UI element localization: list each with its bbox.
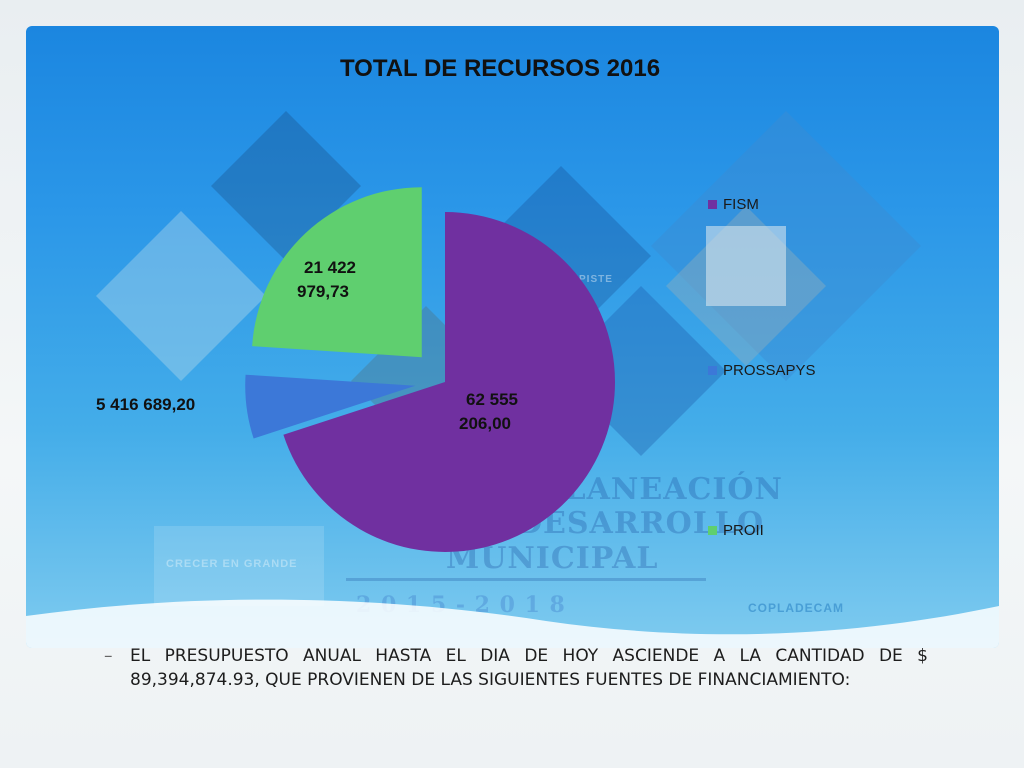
watermark-place: PISTE — [579, 274, 613, 285]
slice-label-proii-line1: 21 422 — [304, 258, 356, 277]
pie-slice-proii — [252, 187, 422, 358]
watermark-line-2: DESARROLLO — [516, 506, 765, 541]
pie-slice-prossapys — [245, 374, 416, 439]
slice-label-proii-line2: 979,73 — [297, 282, 349, 301]
slice-label-fism-line1: 62 555 — [466, 390, 518, 409]
collage-sign — [706, 226, 786, 306]
legend-item-proii: PROII — [708, 522, 764, 539]
slice-label-fism: 62 555 206,00 — [452, 388, 532, 436]
slice-label-fism-line2: 206,00 — [459, 414, 511, 433]
pie-slice-fism — [283, 212, 615, 552]
legend-label: PROSSAPYS — [723, 362, 816, 379]
wave-decoration — [26, 599, 999, 648]
watermark-badge: COPLADECAM — [748, 601, 844, 615]
chart-title: TOTAL DE RECURSOS 2016 — [339, 55, 661, 82]
slice-label-prossapys-line1: 5 416 689,20 — [96, 395, 196, 414]
bullet-marker: – — [104, 646, 113, 666]
legend-swatch — [708, 526, 717, 535]
collage-diamond — [96, 211, 266, 381]
collage-panel — [154, 526, 324, 606]
legend-swatch — [708, 366, 717, 375]
legend-label: FISM — [723, 196, 759, 213]
legend-item-prossapys: PROSSAPYS — [708, 362, 816, 379]
slice-label-proii: 21 422 979,73 — [288, 256, 372, 304]
legend-item-fism: FISM — [708, 196, 759, 213]
bullet-point: – EL PRESUPUESTO ANUAL HASTA EL DIA DE H… — [104, 644, 928, 692]
collage-line — [346, 578, 706, 581]
legend-label: PROII — [723, 522, 764, 539]
watermark-small: CRECER EN GRANDE — [166, 558, 298, 570]
bullet-text: EL PRESUPUESTO ANUAL HASTA EL DIA DE HOY… — [130, 646, 928, 690]
slice-label-prossapys: 5 416 689,20 — [96, 393, 195, 417]
legend-swatch — [708, 200, 717, 209]
